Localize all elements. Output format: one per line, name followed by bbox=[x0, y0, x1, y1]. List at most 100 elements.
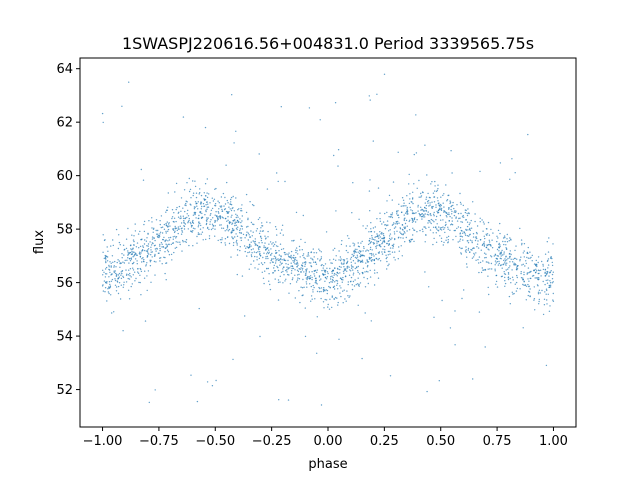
data-point bbox=[516, 287, 518, 290]
data-point bbox=[437, 230, 440, 232]
data-point bbox=[217, 211, 219, 213]
data-point bbox=[240, 207, 242, 210]
data-point bbox=[263, 282, 265, 285]
data-point bbox=[467, 208, 469, 210]
data-point bbox=[443, 210, 445, 212]
data-point bbox=[264, 242, 266, 244]
data-point bbox=[551, 282, 554, 284]
data-point bbox=[238, 232, 241, 234]
data-point bbox=[340, 295, 342, 298]
data-point bbox=[206, 206, 208, 208]
data-point bbox=[397, 220, 399, 223]
data-point bbox=[442, 244, 444, 246]
data-point bbox=[364, 286, 367, 288]
data-point bbox=[312, 291, 314, 293]
data-point bbox=[370, 228, 372, 230]
data-point bbox=[273, 255, 276, 257]
data-point bbox=[331, 306, 333, 309]
data-point bbox=[464, 211, 467, 214]
data-point bbox=[547, 267, 549, 269]
data-point bbox=[451, 217, 453, 219]
data-point bbox=[317, 258, 319, 260]
data-point bbox=[342, 263, 345, 265]
data-point bbox=[288, 274, 290, 276]
data-point bbox=[414, 217, 416, 219]
data-point bbox=[132, 248, 134, 250]
data-point bbox=[146, 245, 148, 247]
data-point bbox=[288, 252, 290, 254]
data-point bbox=[156, 233, 158, 235]
data-point bbox=[443, 206, 445, 208]
data-point bbox=[184, 204, 186, 206]
data-point bbox=[262, 230, 265, 232]
data-point bbox=[180, 197, 183, 199]
data-point bbox=[297, 270, 300, 273]
data-point bbox=[465, 246, 467, 248]
data-point bbox=[172, 228, 174, 230]
data-point bbox=[251, 252, 253, 254]
data-point bbox=[265, 249, 267, 251]
data-point bbox=[240, 239, 242, 242]
data-point bbox=[471, 240, 473, 242]
data-point bbox=[234, 222, 236, 225]
data-point bbox=[290, 254, 292, 257]
data-point bbox=[236, 214, 238, 217]
data-point bbox=[375, 247, 377, 249]
data-point bbox=[403, 226, 405, 228]
data-point bbox=[224, 230, 226, 232]
data-point bbox=[429, 213, 431, 215]
data-point bbox=[226, 199, 228, 202]
data-point bbox=[542, 280, 544, 283]
data-point bbox=[173, 212, 175, 214]
data-point bbox=[219, 239, 222, 241]
data-point bbox=[312, 289, 314, 291]
data-point bbox=[504, 285, 506, 287]
data-point bbox=[216, 215, 218, 217]
data-point bbox=[346, 235, 349, 237]
data-point bbox=[162, 238, 164, 241]
data-point bbox=[371, 259, 374, 261]
data-point bbox=[383, 241, 386, 243]
data-point bbox=[250, 249, 253, 251]
data-point bbox=[120, 271, 122, 273]
data-point bbox=[453, 207, 455, 210]
data-point bbox=[296, 250, 298, 252]
data-point bbox=[140, 252, 142, 254]
data-point bbox=[379, 239, 382, 241]
data-point bbox=[312, 248, 314, 250]
data-point bbox=[378, 257, 380, 260]
data-point bbox=[188, 217, 190, 220]
data-point bbox=[491, 268, 493, 270]
data-point bbox=[303, 256, 305, 259]
data-point bbox=[275, 228, 278, 230]
data-point bbox=[500, 252, 502, 254]
data-point bbox=[460, 203, 462, 205]
data-point bbox=[369, 269, 371, 272]
data-point bbox=[201, 216, 204, 219]
data-point bbox=[394, 259, 396, 261]
data-point bbox=[466, 266, 468, 268]
data-point bbox=[294, 269, 296, 271]
data-point bbox=[129, 257, 131, 260]
data-point bbox=[354, 256, 357, 259]
data-point bbox=[516, 276, 518, 279]
data-point bbox=[546, 241, 548, 243]
data-point bbox=[295, 211, 298, 214]
data-point bbox=[219, 215, 221, 217]
data-point bbox=[122, 330, 124, 332]
data-point bbox=[286, 271, 288, 273]
data-point bbox=[480, 271, 483, 274]
data-point bbox=[150, 246, 152, 248]
data-point bbox=[537, 278, 539, 280]
data-point bbox=[381, 243, 383, 245]
data-point bbox=[497, 229, 500, 232]
data-point bbox=[504, 261, 506, 263]
data-point bbox=[277, 245, 279, 248]
data-point bbox=[125, 274, 128, 276]
data-point bbox=[325, 289, 327, 291]
data-point bbox=[459, 233, 461, 235]
data-point bbox=[392, 247, 394, 249]
data-point bbox=[213, 198, 216, 200]
data-point bbox=[250, 245, 252, 247]
data-point bbox=[552, 299, 554, 301]
